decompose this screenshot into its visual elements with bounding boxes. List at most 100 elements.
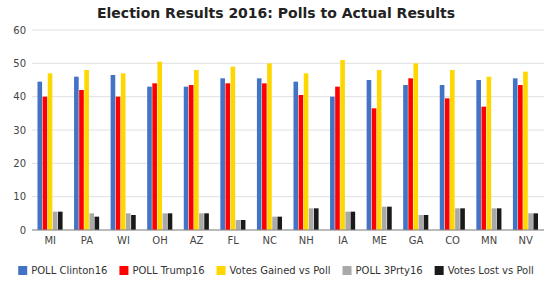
bar xyxy=(95,217,100,230)
bar xyxy=(330,97,335,230)
bar xyxy=(184,87,189,230)
bar xyxy=(225,83,230,230)
bar xyxy=(492,208,497,230)
y-tick-label: 60 xyxy=(13,25,26,36)
bar xyxy=(372,108,377,230)
title: Election Results 2016: Polls to Actual R… xyxy=(97,5,455,21)
grid-line xyxy=(32,30,544,31)
bar xyxy=(241,220,246,230)
bar xyxy=(277,217,282,230)
bar xyxy=(419,215,424,230)
bar xyxy=(523,72,528,230)
bar xyxy=(152,83,157,230)
bar xyxy=(204,213,209,230)
bar xyxy=(194,70,199,230)
grid-line xyxy=(32,230,544,231)
legend-item: POLL Trump16 xyxy=(119,265,204,276)
bar xyxy=(157,62,162,230)
y-tick-label: 30 xyxy=(13,125,26,136)
bar xyxy=(299,95,304,230)
bar xyxy=(236,220,241,230)
x-tick-label: NC xyxy=(262,235,276,246)
bar xyxy=(189,85,194,230)
legend-item: POLL 3Prty16 xyxy=(343,265,423,276)
bar xyxy=(84,70,89,230)
legend-label: Votes Gained vs Poll xyxy=(230,265,331,276)
bar xyxy=(58,212,63,230)
bar xyxy=(408,78,413,230)
legend-label: POLL 3Prty16 xyxy=(356,265,423,276)
bar xyxy=(440,85,445,230)
x-axis-line xyxy=(32,230,544,231)
y-tick-label: 0 xyxy=(20,225,26,236)
bar xyxy=(377,70,382,230)
bar xyxy=(220,78,225,230)
bar xyxy=(89,213,94,230)
bar xyxy=(367,80,372,230)
bar xyxy=(335,87,340,230)
y-tick-label: 50 xyxy=(13,58,26,69)
grid-line xyxy=(32,130,544,131)
bar xyxy=(481,107,486,230)
legend-swatch xyxy=(217,266,226,275)
bar xyxy=(272,217,277,230)
legend-item: Votes Gained vs Poll xyxy=(217,265,331,276)
bar xyxy=(518,85,523,230)
legend-label: POLL Clinton16 xyxy=(31,265,107,276)
grid-line xyxy=(32,63,544,64)
x-tick-label: ME xyxy=(372,235,387,246)
bar xyxy=(131,215,136,230)
bar xyxy=(340,60,345,230)
legend-label: POLL Trump16 xyxy=(132,265,204,276)
x-tick-label: MN xyxy=(481,235,497,246)
grid-line xyxy=(32,96,544,97)
legend-swatch xyxy=(435,266,444,275)
x-tick-label: WI xyxy=(117,235,130,246)
bar xyxy=(445,98,450,230)
bar xyxy=(74,77,79,230)
legend-label: Votes Lost vs Poll xyxy=(448,265,534,276)
legend-swatch xyxy=(119,266,128,275)
y-tick-label: 40 xyxy=(13,91,26,102)
bar xyxy=(314,208,319,230)
bar xyxy=(121,73,126,230)
legend-item: Votes Lost vs Poll xyxy=(435,265,534,276)
bar xyxy=(53,212,58,230)
x-tick-label: FL xyxy=(227,235,239,246)
legend-swatch xyxy=(343,266,352,275)
bar xyxy=(513,78,518,230)
legend: POLL Clinton16 POLL Trump16 Votes Gained v… xyxy=(18,265,534,276)
x-tick-label: PA xyxy=(81,235,93,246)
bar xyxy=(309,208,314,230)
x-axis: MIPAWIOHAZFLNCNHIAMEGACOMNNV xyxy=(32,230,544,246)
grid-line xyxy=(32,163,544,164)
grid-line xyxy=(32,196,544,197)
bar xyxy=(168,213,173,230)
bar xyxy=(450,70,455,230)
bar xyxy=(403,85,408,230)
bar xyxy=(111,75,116,230)
bar xyxy=(116,97,121,230)
bar xyxy=(199,213,204,230)
bar xyxy=(231,67,236,230)
bar xyxy=(528,213,533,230)
bar xyxy=(413,63,418,230)
bar xyxy=(497,208,502,230)
x-tick-label: IA xyxy=(338,235,348,246)
bars xyxy=(37,60,538,230)
bar xyxy=(460,208,465,230)
x-tick-label: CO xyxy=(445,235,460,246)
y-axis: 0102030405060 xyxy=(13,25,544,236)
bar xyxy=(304,73,309,230)
legend-item: POLL Clinton16 xyxy=(18,265,107,276)
bar xyxy=(387,207,392,230)
bar xyxy=(48,73,53,230)
bar xyxy=(345,212,350,230)
bar xyxy=(476,80,481,230)
bar xyxy=(257,78,262,230)
bar xyxy=(147,87,152,230)
bar xyxy=(293,82,298,230)
bar xyxy=(262,83,267,230)
bar xyxy=(487,77,492,230)
x-tick-label: OH xyxy=(152,235,167,246)
